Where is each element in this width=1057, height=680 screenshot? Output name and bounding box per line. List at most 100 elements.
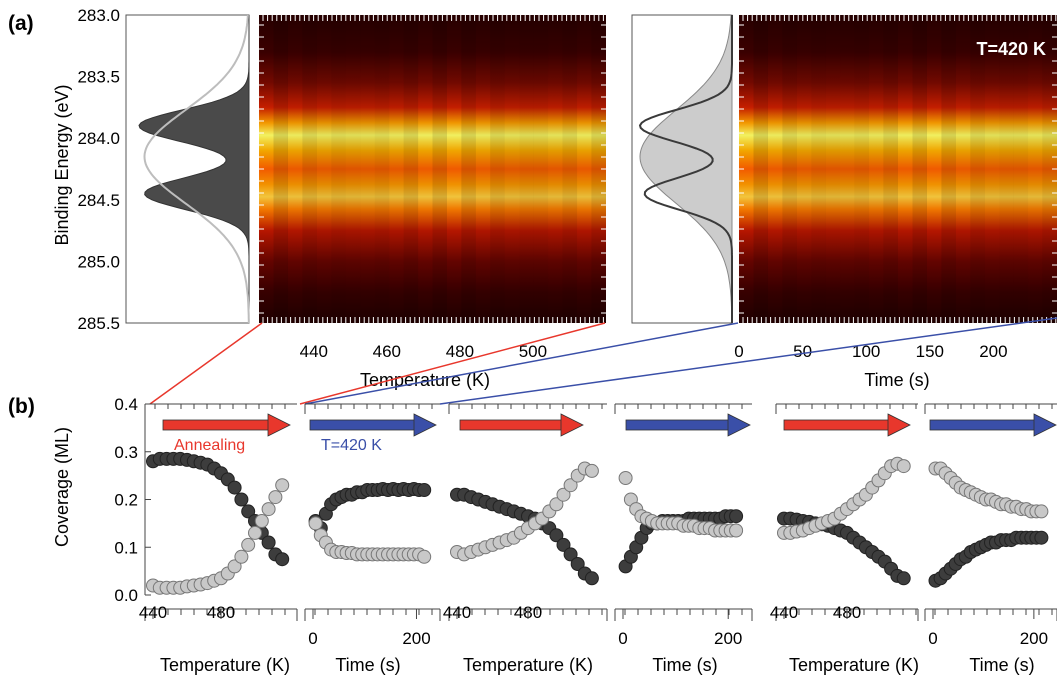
heatmap-column bbox=[475, 15, 491, 323]
heatmap-column bbox=[316, 15, 332, 323]
right-heatmap-columns bbox=[739, 15, 1057, 323]
heatmap-column bbox=[782, 15, 797, 323]
b-dark-point bbox=[234, 492, 249, 507]
heatmap-column bbox=[461, 15, 476, 323]
a-y-tick-label: 285.0 bbox=[77, 252, 120, 271]
b-x-tick-label: 0 bbox=[928, 629, 937, 648]
b-x-tick-label: 200 bbox=[1020, 629, 1048, 648]
b-subplot: 0 200 bbox=[614, 403, 753, 648]
b-xlabel-temp-3: Temperature (K) bbox=[789, 655, 919, 675]
b-light-point bbox=[268, 490, 283, 505]
b-light-point bbox=[563, 478, 578, 493]
left-map-x-tick-label: 480 bbox=[446, 342, 474, 361]
heatmap-column bbox=[912, 15, 927, 323]
b-light-point bbox=[261, 502, 276, 517]
right-heatmap-xlabel: Time (s) bbox=[864, 370, 929, 390]
heatmap-column bbox=[447, 15, 462, 323]
heatmap-column bbox=[577, 15, 592, 323]
right-heatmap-annotation: T=420 K bbox=[976, 39, 1046, 59]
panel-a-y-tick-labels: 283.0 283.5 284.0 284.5 285.0 285.5 bbox=[77, 6, 132, 333]
heatmap-column bbox=[869, 15, 884, 323]
b-light-point bbox=[248, 525, 262, 540]
b-x-tick-label: 0 bbox=[308, 629, 317, 648]
a-y-tick-label: 283.5 bbox=[77, 68, 120, 87]
b-subplot: 0 200 bbox=[924, 403, 1057, 648]
heatmap-column bbox=[591, 15, 606, 323]
arrow-shaft bbox=[459, 419, 564, 431]
b-dark-point bbox=[570, 557, 585, 571]
right-profile-light-filled-curve bbox=[639, 14, 733, 324]
b-light-point bbox=[234, 549, 249, 564]
heatmap-column bbox=[287, 15, 303, 323]
heatmap-column bbox=[825, 15, 841, 323]
b-y-tick-label: 0.0 bbox=[114, 586, 138, 605]
b-y-tick-label: 0.2 bbox=[114, 491, 138, 510]
heatmap-column bbox=[562, 15, 578, 323]
heatmap-column bbox=[273, 15, 288, 323]
arrow-head bbox=[267, 413, 291, 437]
right-heatmap-ticks bbox=[739, 15, 1057, 323]
heatmap-column bbox=[840, 15, 855, 323]
b-light-point bbox=[896, 459, 911, 474]
right-map-x-tick-label: 0 bbox=[734, 342, 743, 361]
a-y-tick-label: 284.5 bbox=[77, 191, 120, 210]
b-xlabel-time-2: Time (s) bbox=[652, 655, 717, 675]
b-dark-point bbox=[563, 547, 578, 562]
panel-b-ylabel: Coverage (ML) bbox=[52, 427, 72, 547]
b-xlabel-time-1: Time (s) bbox=[335, 655, 400, 675]
b-dark-point bbox=[275, 552, 290, 567]
right-map-x-tick-label: 150 bbox=[916, 342, 944, 361]
b-light-point bbox=[417, 549, 432, 564]
heatmap-column bbox=[504, 15, 520, 323]
heatmap-column bbox=[374, 15, 390, 323]
b-x-tick-label: 200 bbox=[402, 629, 430, 648]
b-xlabel-time-3: Time (s) bbox=[969, 655, 1034, 675]
heatmap-column bbox=[345, 15, 361, 323]
heatmap-column bbox=[403, 15, 419, 323]
heatmap-column bbox=[811, 15, 826, 323]
heatmap-column bbox=[883, 15, 898, 323]
arrow-head bbox=[887, 413, 911, 437]
heatmap-column bbox=[1028, 15, 1043, 323]
b-dark-point bbox=[896, 571, 911, 586]
left-map-x-tick-label: 460 bbox=[373, 342, 401, 361]
heatmap-column bbox=[854, 15, 870, 323]
heatmap-column bbox=[767, 15, 783, 323]
heatmap-column bbox=[739, 15, 754, 323]
heatmap-column bbox=[302, 15, 317, 323]
left-heatmap bbox=[259, 15, 606, 323]
b-subplot: 440 480 bbox=[139, 403, 298, 622]
heatmap-column bbox=[418, 15, 433, 323]
b-y-tick-label: 0.4 bbox=[114, 395, 138, 414]
b-light-point bbox=[1034, 504, 1049, 519]
connector-blue-right bbox=[439, 317, 1057, 405]
b-subplot: 0 200 bbox=[304, 403, 441, 648]
b-light-point bbox=[556, 487, 571, 502]
b-subplot: 440 480 bbox=[770, 403, 919, 622]
arrow-head bbox=[560, 413, 584, 437]
right-profile-dark-curve bbox=[638, 15, 733, 323]
left-profile-dark-filled-curve bbox=[138, 15, 250, 323]
arrow-head bbox=[413, 413, 437, 437]
arrow-shaft bbox=[309, 419, 417, 431]
b-dark-point bbox=[584, 571, 599, 586]
b-light-point bbox=[275, 478, 290, 493]
left-heatmap-ticks bbox=[259, 15, 606, 323]
b-dark-point bbox=[227, 480, 242, 495]
b-dark-point bbox=[417, 483, 432, 497]
arrow-head bbox=[727, 413, 751, 437]
panel-b-arrows bbox=[162, 413, 1057, 437]
connector-red-left bbox=[149, 322, 263, 405]
heatmap-column bbox=[955, 15, 971, 323]
b-light-point bbox=[549, 497, 564, 512]
heatmap-column bbox=[970, 15, 985, 323]
left-map-x-tick-label: 500 bbox=[519, 342, 547, 361]
heatmap-column bbox=[533, 15, 549, 323]
heatmap-column bbox=[259, 15, 274, 323]
heatmap-column bbox=[1013, 15, 1029, 323]
b-light-point bbox=[308, 516, 323, 531]
heatmap-column bbox=[490, 15, 505, 323]
b-x-tick-label: 0 bbox=[618, 629, 627, 648]
heatmap-column bbox=[999, 15, 1014, 323]
